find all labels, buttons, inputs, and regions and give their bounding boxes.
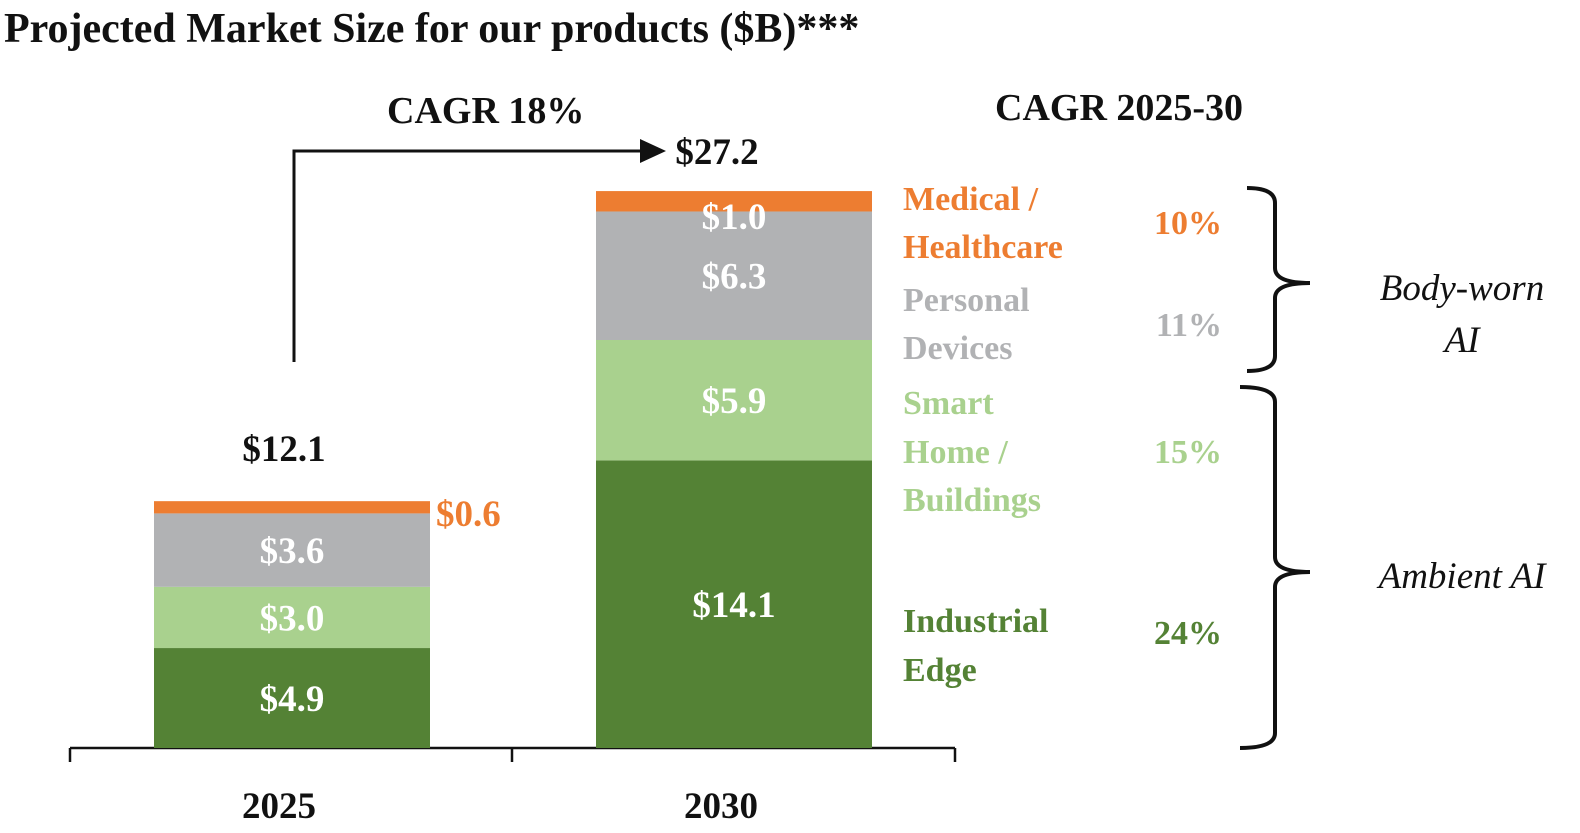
legend-1-line-1: Home /: [903, 434, 1008, 471]
bar-segment-2030-2: [596, 211, 872, 340]
bar-segment-2030-0: [596, 460, 872, 748]
category-label-2025: 2025: [242, 786, 316, 827]
cagr-column-header: CAGR 2025-30: [995, 87, 1243, 129]
cagr-rate-2: 11%: [1156, 307, 1222, 344]
legend-2-line-1: Devices: [903, 330, 1013, 367]
bar-label-2030-3: $1.0: [702, 197, 767, 238]
legend-layer: Industrial Edge 24% Smart Home / Buildings 15%…: [903, 181, 1222, 689]
bar-label-2030-1: $5.9: [702, 381, 767, 422]
group-body-worn-line2: AI: [1442, 320, 1482, 361]
cagr-rate-0: 24%: [1154, 615, 1222, 652]
brace-ambient: [1239, 385, 1311, 750]
cagr-arrow-head: [640, 139, 666, 163]
legend-0-line-0: Industrial: [903, 603, 1049, 640]
total-label-2025: $12.1: [242, 429, 325, 470]
bars-layer: [154, 191, 872, 748]
legend-1-line-2: Buildings: [903, 482, 1041, 519]
chart-title: Projected Market Size for our products (…: [4, 6, 859, 52]
cagr-rate-3: 10%: [1154, 205, 1222, 242]
bar-segment-2025-3: [154, 501, 430, 514]
bar-segment-2025-2: [154, 513, 430, 587]
cagr-rate-1: 15%: [1154, 434, 1222, 471]
bar-label-2030-0: $14.1: [692, 585, 775, 626]
legend-2-line-0: Personal: [903, 282, 1030, 319]
cagr-overall-label: CAGR 18%: [387, 90, 584, 132]
labels-layer: $4.9 $3.0 $3.6 $0.6 $12.1 2025 $14.1 $5.9 $6.3 $1…: [242, 132, 776, 827]
bar-segment-2030-1: [596, 340, 872, 461]
legend-0-line-1: Edge: [903, 652, 977, 689]
legend-1-line-0: Smart: [903, 385, 994, 422]
bar-segment-2025-1: [154, 586, 430, 649]
category-label-2030: 2030: [684, 786, 758, 827]
bar-label-2025-0: $4.9: [260, 679, 325, 720]
legend-3-line-0: Medical /: [903, 181, 1039, 218]
group-body-worn-line1: Body-worn: [1380, 268, 1544, 309]
bar-label-2025-3: $0.6: [436, 494, 501, 535]
bar-label-2025-1: $3.0: [260, 598, 325, 639]
total-label-2030: $27.2: [675, 132, 758, 173]
legend-3-line-1: Healthcare: [903, 229, 1063, 266]
brace-body-worn: [1246, 186, 1311, 373]
bar-segment-2025-0: [154, 648, 430, 748]
bar-label-2025-2: $3.6: [260, 531, 325, 572]
bar-segment-2030-3: [596, 191, 872, 212]
bar-label-2030-2: $6.3: [702, 257, 767, 298]
cagr-arrow-line: [292, 149, 640, 362]
group-ambient-label: Ambient AI: [1376, 556, 1547, 597]
